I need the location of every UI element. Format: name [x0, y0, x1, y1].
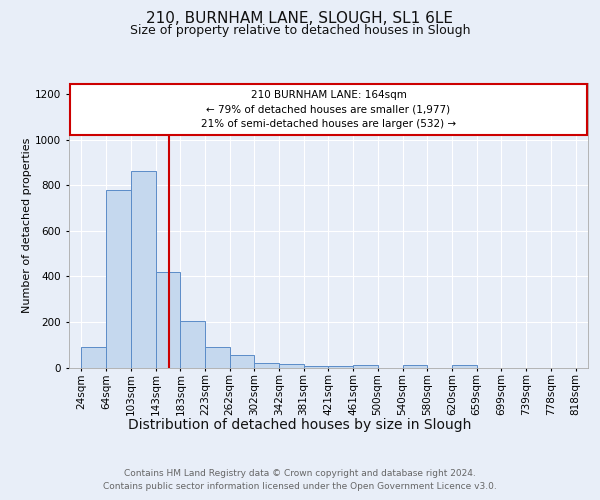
Text: 21% of semi-detached houses are larger (532) →: 21% of semi-detached houses are larger (…: [201, 118, 456, 128]
Bar: [403, 365, 427, 368]
Bar: [452, 365, 476, 368]
Text: Distribution of detached houses by size in Slough: Distribution of detached houses by size …: [128, 418, 472, 432]
Bar: [155, 272, 181, 368]
Bar: [82, 347, 106, 368]
Bar: [254, 363, 280, 368]
Bar: [205, 347, 230, 368]
Text: ← 79% of detached houses are smaller (1,977): ← 79% of detached houses are smaller (1,…: [206, 104, 451, 115]
FancyBboxPatch shape: [70, 84, 587, 135]
Text: 210 BURNHAM LANE: 164sqm: 210 BURNHAM LANE: 164sqm: [251, 90, 406, 100]
Bar: [230, 355, 254, 368]
Bar: [304, 366, 329, 368]
Bar: [181, 321, 205, 368]
Bar: [106, 190, 131, 368]
Y-axis label: Number of detached properties: Number of detached properties: [22, 138, 32, 312]
Text: Contains HM Land Registry data © Crown copyright and database right 2024.: Contains HM Land Registry data © Crown c…: [124, 469, 476, 478]
Bar: [329, 366, 353, 368]
Text: Size of property relative to detached houses in Slough: Size of property relative to detached ho…: [130, 24, 470, 37]
Bar: [280, 364, 304, 368]
Bar: [131, 172, 155, 368]
Text: 210, BURNHAM LANE, SLOUGH, SL1 6LE: 210, BURNHAM LANE, SLOUGH, SL1 6LE: [146, 11, 454, 26]
Text: Contains public sector information licensed under the Open Government Licence v3: Contains public sector information licen…: [103, 482, 497, 491]
Bar: [353, 365, 377, 368]
